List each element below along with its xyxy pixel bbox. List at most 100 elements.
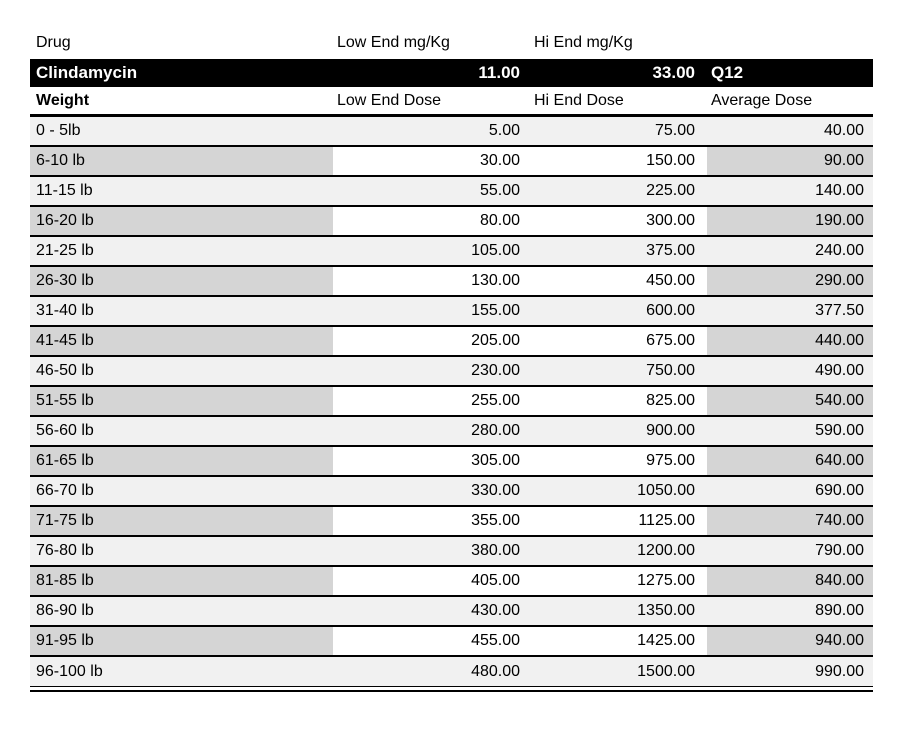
- average-dose-cell: 740.00: [707, 507, 873, 535]
- drug-hi-end-mgkg-value: 33.00: [652, 63, 695, 82]
- average-dose-cell: 40.00: [707, 117, 873, 145]
- hi-end-dose-cell: 975.00: [530, 447, 707, 475]
- weight-cell: 91-95 lb: [30, 627, 333, 655]
- dose-row: 31-40 lb 155.00 600.00 377.50: [30, 297, 873, 327]
- low-end-dose-cell: 480.00: [333, 657, 530, 686]
- weight-cell: 6-10 lb: [30, 147, 333, 175]
- low-end-dose-cell: 30.00: [333, 147, 530, 175]
- weight-cell: 56-60 lb: [30, 417, 333, 445]
- low-end-dose-cell: 205.00: [333, 327, 530, 355]
- weight-cell: 16-20 lb: [30, 207, 333, 235]
- weight-cell: 46-50 lb: [30, 357, 333, 385]
- dose-row: 0 - 5lb 5.00 75.00 40.00: [30, 117, 873, 147]
- hi-end-dose-cell: 750.00: [530, 357, 707, 385]
- weight-cell: 31-40 lb: [30, 297, 333, 325]
- hi-end-dose-cell: 900.00: [530, 417, 707, 445]
- hi-end-dose-cell: 375.00: [530, 237, 707, 265]
- drug-frequency: Q12: [711, 63, 744, 82]
- low-end-dose-cell: 230.00: [333, 357, 530, 385]
- hi-end-mgkg-header: Hi End mg/Kg: [534, 33, 633, 51]
- hi-end-dose-cell: 300.00: [530, 207, 707, 235]
- weight-cell: 26-30 lb: [30, 267, 333, 295]
- dose-row: 91-95 lb 455.00 1425.00 940.00: [30, 627, 873, 657]
- dose-row: 71-75 lb 355.00 1125.00 740.00: [30, 507, 873, 537]
- low-end-dose-cell: 430.00: [333, 597, 530, 625]
- low-end-dose-cell: 255.00: [333, 387, 530, 415]
- weight-cell: 66-70 lb: [30, 477, 333, 505]
- average-dose-cell: 90.00: [707, 147, 873, 175]
- dose-row: 21-25 lb 105.00 375.00 240.00: [30, 237, 873, 267]
- low-end-dose-cell: 105.00: [333, 237, 530, 265]
- average-dose-cell: 490.00: [707, 357, 873, 385]
- hi-end-dose-cell: 1425.00: [530, 627, 707, 655]
- hi-end-dose-cell: 675.00: [530, 327, 707, 355]
- hi-end-dose-cell: 1275.00: [530, 567, 707, 595]
- hi-end-dose-header: Hi End Dose: [534, 91, 624, 109]
- average-dose-cell: 890.00: [707, 597, 873, 625]
- average-dose-cell: 540.00: [707, 387, 873, 415]
- average-dose-cell: 140.00: [707, 177, 873, 205]
- drug-header-row: Drug Low End mg/Kg Hi End mg/Kg: [30, 26, 873, 59]
- low-end-dose-cell: 455.00: [333, 627, 530, 655]
- low-end-dose-cell: 155.00: [333, 297, 530, 325]
- dose-row: 56-60 lb 280.00 900.00 590.00: [30, 417, 873, 447]
- low-end-dose-cell: 5.00: [333, 117, 530, 145]
- weight-cell: 71-75 lb: [30, 507, 333, 535]
- weight-cell: 86-90 lb: [30, 597, 333, 625]
- average-dose-cell: 840.00: [707, 567, 873, 595]
- average-dose-cell: 690.00: [707, 477, 873, 505]
- average-dose-header: Average Dose: [711, 91, 813, 109]
- low-end-dose-cell: 330.00: [333, 477, 530, 505]
- dose-row: 26-30 lb 130.00 450.00 290.00: [30, 267, 873, 297]
- dose-row: 96-100 lb 480.00 1500.00 990.00: [30, 657, 873, 687]
- hi-end-dose-cell: 75.00: [530, 117, 707, 145]
- dose-row: 41-45 lb 205.00 675.00 440.00: [30, 327, 873, 357]
- drug-low-end-mgkg-value: 11.00: [478, 63, 520, 82]
- low-end-dose-cell: 130.00: [333, 267, 530, 295]
- hi-end-dose-cell: 600.00: [530, 297, 707, 325]
- dose-row: 6-10 lb 30.00 150.00 90.00: [30, 147, 873, 177]
- dose-header-row: Weight Low End Dose Hi End Dose Average …: [30, 87, 873, 117]
- low-end-dose-cell: 405.00: [333, 567, 530, 595]
- weight-cell: 76-80 lb: [30, 537, 333, 565]
- low-end-dose-cell: 55.00: [333, 177, 530, 205]
- weight-cell: 0 - 5lb: [30, 117, 333, 145]
- dose-row: 51-55 lb 255.00 825.00 540.00: [30, 387, 873, 417]
- dose-row: 76-80 lb 380.00 1200.00 790.00: [30, 537, 873, 567]
- weight-cell: 51-55 lb: [30, 387, 333, 415]
- table-bottom-rule: [30, 690, 873, 692]
- hi-end-dose-cell: 225.00: [530, 177, 707, 205]
- dose-row: 61-65 lb 305.00 975.00 640.00: [30, 447, 873, 477]
- clindamycin-dosage-table: Drug Low End mg/Kg Hi End mg/Kg Clindamy…: [30, 26, 873, 692]
- hi-end-dose-cell: 825.00: [530, 387, 707, 415]
- average-dose-cell: 640.00: [707, 447, 873, 475]
- hi-end-dose-cell: 1200.00: [530, 537, 707, 565]
- average-dose-cell: 440.00: [707, 327, 873, 355]
- low-end-dose-header: Low End Dose: [337, 91, 442, 109]
- weight-cell: 81-85 lb: [30, 567, 333, 595]
- average-dose-cell: 377.50: [707, 297, 873, 325]
- drug-band-row: Clindamycin 11.00 33.00 Q12: [30, 59, 873, 87]
- low-end-dose-cell: 355.00: [333, 507, 530, 535]
- average-dose-cell: 190.00: [707, 207, 873, 235]
- average-dose-cell: 790.00: [707, 537, 873, 565]
- weight-cell: 11-15 lb: [30, 177, 333, 205]
- average-dose-cell: 240.00: [707, 237, 873, 265]
- dose-row: 81-85 lb 405.00 1275.00 840.00: [30, 567, 873, 597]
- average-dose-cell: 940.00: [707, 627, 873, 655]
- weight-column-header: Weight: [36, 91, 90, 109]
- low-end-dose-cell: 80.00: [333, 207, 530, 235]
- weight-cell: 21-25 lb: [30, 237, 333, 265]
- drug-name: Clindamycin: [36, 63, 138, 82]
- weight-cell: 96-100 lb: [30, 657, 333, 686]
- drug-header-spacer: [707, 26, 873, 59]
- weight-cell: 61-65 lb: [30, 447, 333, 475]
- average-dose-cell: 290.00: [707, 267, 873, 295]
- dose-row: 46-50 lb 230.00 750.00 490.00: [30, 357, 873, 387]
- average-dose-cell: 590.00: [707, 417, 873, 445]
- hi-end-dose-cell: 1500.00: [530, 657, 707, 686]
- hi-end-dose-cell: 1350.00: [530, 597, 707, 625]
- low-end-dose-cell: 305.00: [333, 447, 530, 475]
- weight-cell: 41-45 lb: [30, 327, 333, 355]
- low-end-dose-cell: 280.00: [333, 417, 530, 445]
